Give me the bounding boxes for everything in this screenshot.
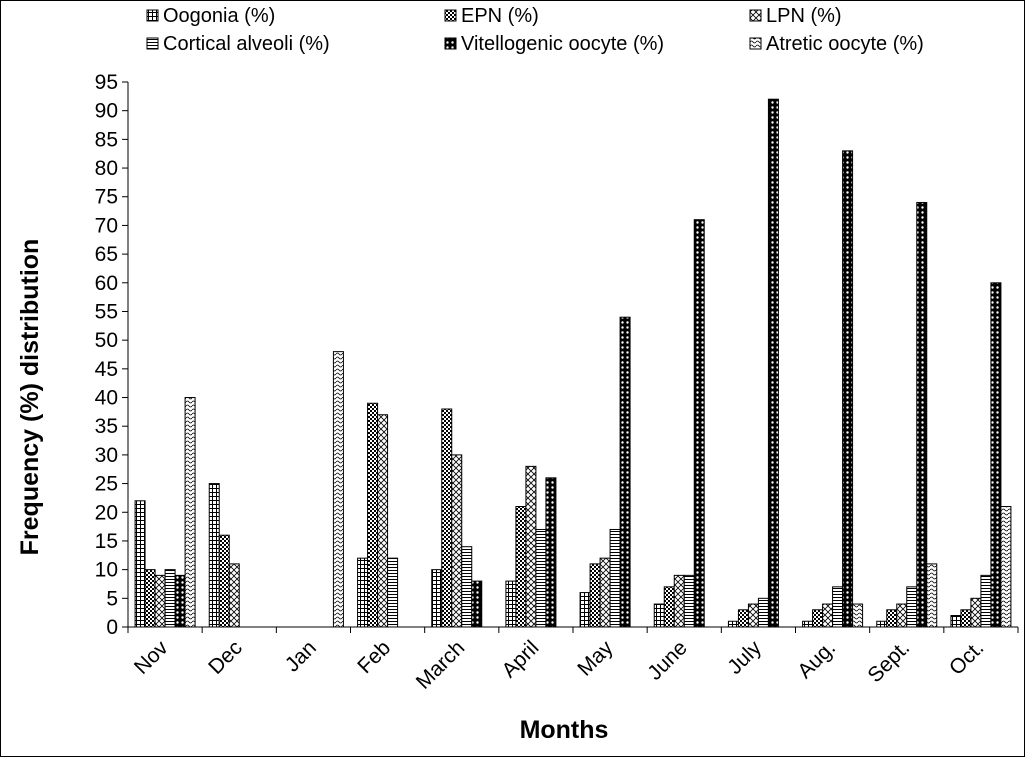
y-axis-title: Frequency (%) distribution — [16, 239, 44, 556]
bar — [832, 586, 844, 628]
y-tick-label: 70 — [95, 214, 118, 237]
bar — [579, 592, 591, 628]
bar — [208, 483, 220, 628]
bar — [609, 528, 621, 628]
bar — [535, 528, 547, 628]
bar — [545, 477, 557, 628]
legend-swatch — [444, 9, 457, 22]
legend-label: Vitellogenic oocyte (%) — [461, 33, 664, 55]
bar — [990, 282, 1002, 628]
bar — [852, 603, 864, 628]
legend: Oogonia (%) EPN (%) LPN (%) Cortical alveol… — [146, 5, 924, 55]
legend-label: Oogonia (%) — [163, 5, 275, 27]
y-tick-label: 85 — [95, 128, 118, 151]
y-tick-label: 30 — [95, 444, 118, 467]
bar — [599, 557, 611, 628]
bar — [619, 316, 631, 628]
y-tick-label: 80 — [95, 157, 118, 180]
bar — [154, 574, 166, 628]
legend-label: LPN (%) — [766, 5, 842, 27]
bar — [960, 609, 972, 628]
bar — [906, 586, 918, 628]
legend-swatch — [146, 9, 159, 22]
bar — [228, 563, 240, 628]
y-tick-label: 90 — [95, 100, 118, 123]
bar — [683, 574, 695, 628]
bar — [663, 586, 675, 628]
bar — [515, 506, 527, 628]
y-tick-label: 55 — [95, 300, 118, 323]
bar — [367, 402, 379, 628]
bar — [525, 465, 537, 628]
y-tick-label: 20 — [95, 501, 118, 524]
y-tick-label: 0 — [106, 616, 118, 639]
bar — [164, 569, 176, 628]
bar — [184, 397, 196, 628]
bar — [1000, 506, 1012, 628]
bar — [505, 580, 517, 628]
bar — [218, 534, 230, 628]
y-tick-label: 60 — [95, 272, 118, 295]
legend-swatch — [749, 37, 762, 50]
legend-label: EPN (%) — [461, 5, 539, 27]
y-tick-label: 65 — [95, 243, 118, 266]
bar — [174, 574, 186, 628]
bar — [387, 557, 399, 628]
bar — [876, 620, 888, 628]
bar — [134, 500, 146, 628]
y-tick-label: 45 — [95, 358, 118, 381]
bar — [802, 620, 814, 628]
legend-label: Atretic oocyte (%) — [766, 33, 924, 55]
bar — [357, 557, 369, 628]
legend-swatch — [146, 37, 159, 50]
bar — [757, 597, 769, 628]
bar — [441, 408, 453, 628]
bar — [737, 609, 749, 628]
legend-swatch — [749, 9, 762, 22]
bar — [144, 569, 156, 628]
legend-label: Cortical alveoli (%) — [163, 33, 330, 55]
y-tick-label: 50 — [95, 329, 118, 352]
bar — [461, 546, 473, 628]
y-tick-label: 10 — [95, 559, 118, 582]
y-tick-label: 95 — [95, 71, 118, 94]
bar — [926, 563, 938, 628]
bar — [332, 351, 344, 628]
y-tick-label: 75 — [95, 186, 118, 209]
bar — [431, 569, 443, 628]
x-axis-title: Months — [520, 716, 609, 744]
y-tick-label: 25 — [95, 473, 118, 496]
y-tick-label: 5 — [106, 587, 118, 610]
bar — [451, 454, 463, 628]
bar — [822, 603, 834, 628]
bar — [980, 574, 992, 628]
y-tick-label: 35 — [95, 415, 118, 438]
bar — [589, 563, 601, 628]
bar — [950, 615, 962, 628]
legend-swatch — [444, 37, 457, 50]
bar — [747, 603, 759, 628]
bar — [767, 98, 779, 628]
bar — [693, 219, 705, 628]
bar — [653, 603, 665, 628]
bar — [673, 574, 685, 628]
bar — [916, 201, 928, 628]
y-tick-label: 40 — [95, 387, 118, 410]
bar — [886, 609, 898, 628]
bar — [471, 580, 483, 628]
bar — [842, 150, 854, 628]
y-axis: 0 5 10 15 20 25 30 35 40 45 50 55 60 65 70 75 80 85 90 95 — [95, 71, 129, 639]
bar — [727, 620, 739, 628]
y-tick-label: 15 — [95, 530, 118, 553]
bar — [970, 597, 982, 628]
bar — [377, 414, 389, 628]
bar — [812, 609, 824, 628]
bar — [896, 603, 908, 628]
